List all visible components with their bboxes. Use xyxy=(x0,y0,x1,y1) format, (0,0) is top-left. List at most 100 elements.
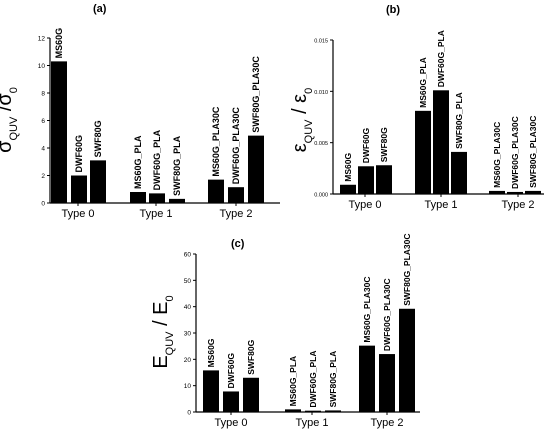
bar-label: SWF80G_PLA xyxy=(454,92,464,149)
y-tick-label: 0.015 xyxy=(314,39,328,45)
bar xyxy=(325,410,341,412)
bar xyxy=(359,345,375,412)
bar xyxy=(223,391,239,412)
panel-label: (b) xyxy=(386,4,400,16)
y-axis-label-part: 0 xyxy=(303,88,315,94)
panel-label: (a) xyxy=(93,3,107,15)
y-tick-label: 30 xyxy=(184,331,192,338)
x-tick-label: Type 2 xyxy=(370,417,403,429)
x-tick-label: Type 0 xyxy=(61,208,94,220)
bar xyxy=(149,193,165,203)
y-tick-label: 60 xyxy=(184,252,192,259)
bar-label: DWF60G_PLA xyxy=(152,129,162,190)
bar-label: DWF60G_PLA xyxy=(436,30,446,87)
y-axis-label-part: σ xyxy=(0,140,16,153)
bar-label: DWF60G_PLA xyxy=(308,351,318,408)
y-axis-label: EQUV / E0 xyxy=(150,295,176,368)
y-tick-label: 10 xyxy=(38,63,46,70)
bar-label: MS60G_PLA30C xyxy=(362,276,372,342)
y-axis-label-part: QUV xyxy=(303,119,315,144)
bar-label: SWF80G xyxy=(93,120,103,157)
y-tick-label: 4 xyxy=(41,146,45,153)
x-tick-label: Type 2 xyxy=(219,208,252,220)
panel-a: 0 2 4 6 8 10 12 MS60G DWF60G SWF80G MS60G_PLA DWF60… xyxy=(0,3,280,220)
bar-label: DWF60G xyxy=(226,353,236,389)
bar xyxy=(451,151,467,194)
bar-label: SWF80G_PLA xyxy=(328,351,338,408)
bar xyxy=(489,190,505,194)
y-tick-label: 0.000 xyxy=(314,193,328,199)
bar xyxy=(379,354,395,412)
bar-label: SWF80G_PLA xyxy=(172,135,182,196)
bar-label: DWF60G_PLA30C xyxy=(382,278,392,351)
bar-label: SWF80G_PLA30C xyxy=(528,116,538,188)
bar xyxy=(90,160,106,203)
x-tick-label: Type 2 xyxy=(501,199,534,211)
bar xyxy=(130,192,146,203)
bar-label: MS60G_PLA xyxy=(418,57,428,108)
x-tick-label: Type 1 xyxy=(139,208,172,220)
y-tick-label: 0 xyxy=(41,201,45,208)
y-tick-label: 12 xyxy=(38,36,46,43)
y-tick-label: 0 xyxy=(187,410,191,417)
x-tick-label: Type 1 xyxy=(295,417,328,429)
bar-label: SWF80G_PLA30C xyxy=(251,56,261,133)
y-axis-label-part: / xyxy=(0,105,16,117)
bar xyxy=(203,370,219,412)
y-axis-label: εQUV / ε0 xyxy=(289,88,315,152)
panel-label: (c) xyxy=(231,238,245,250)
x-tick-label: Type 0 xyxy=(348,199,381,211)
y-axis-label-part: E xyxy=(150,355,172,368)
y-tick-label: 10 xyxy=(184,383,192,390)
bar xyxy=(71,175,87,203)
panel-b: 0.000 0.005 0.010 0.015 MS60G DWF60G SWF80G MS6… xyxy=(289,4,544,211)
bar xyxy=(525,190,541,194)
y-axis-label: σQUV /σ0 xyxy=(0,87,20,153)
bar xyxy=(507,191,523,194)
bar-label: SWF80G_PLA30C xyxy=(402,233,412,305)
y-axis-label-part: QUV xyxy=(164,331,176,356)
bar xyxy=(228,187,244,203)
bar xyxy=(399,308,415,412)
bar xyxy=(433,90,449,194)
bar xyxy=(305,410,321,412)
bar-label: DWF60G xyxy=(74,135,84,173)
bar xyxy=(208,179,224,203)
panel-c: 0 10 20 30 40 50 60 MS60G DWF60G SWF80G MS60G_PLA D… xyxy=(150,233,420,429)
bar xyxy=(248,135,264,203)
y-axis-label-part: σ xyxy=(0,93,16,106)
bar-label: DWF60G_PLA30C xyxy=(231,107,241,185)
y-tick-label: 50 xyxy=(184,278,192,285)
bar xyxy=(358,166,374,194)
y-tick-label: 8 xyxy=(41,91,45,98)
bar-label: DWF60G xyxy=(361,127,371,163)
x-tick-label: Type 1 xyxy=(424,199,457,211)
y-tick-label: 40 xyxy=(184,304,192,311)
bar-label: MS60G xyxy=(54,28,64,59)
y-axis-label-part: QUV xyxy=(8,116,20,141)
bar-label: MS60G xyxy=(343,153,353,182)
bar-label: MS60G_PLA30C xyxy=(492,122,502,188)
bar-label: MS60G_PLA30C xyxy=(211,106,221,177)
bar-label: DWF60G_PLA30C xyxy=(510,116,520,189)
y-axis-label-part: / xyxy=(289,103,311,120)
y-axis-label-part: / xyxy=(150,315,172,332)
y-axis-label-part: E xyxy=(150,301,172,314)
bar xyxy=(376,165,392,194)
y-axis-label-part: ε xyxy=(289,143,311,152)
y-axis-label-part: 0 xyxy=(8,87,20,93)
y-axis-label-part: 0 xyxy=(164,295,176,301)
y-tick-label: 0.005 xyxy=(314,141,328,147)
bar xyxy=(285,409,301,412)
y-tick-label: 0.010 xyxy=(314,90,328,96)
y-axis-label-part: ε xyxy=(289,94,311,103)
y-tick-label: 2 xyxy=(41,173,45,180)
bar-label: MS60G_PLA xyxy=(133,135,143,189)
bar-label: MS60G_PLA xyxy=(288,356,298,407)
bar-label: MS60G xyxy=(206,338,216,367)
y-tick-label: 20 xyxy=(184,357,192,364)
x-tick-label: Type 0 xyxy=(214,417,247,429)
bar-label: SWF80G xyxy=(379,127,389,162)
bar-label: SWF80G xyxy=(246,339,256,374)
